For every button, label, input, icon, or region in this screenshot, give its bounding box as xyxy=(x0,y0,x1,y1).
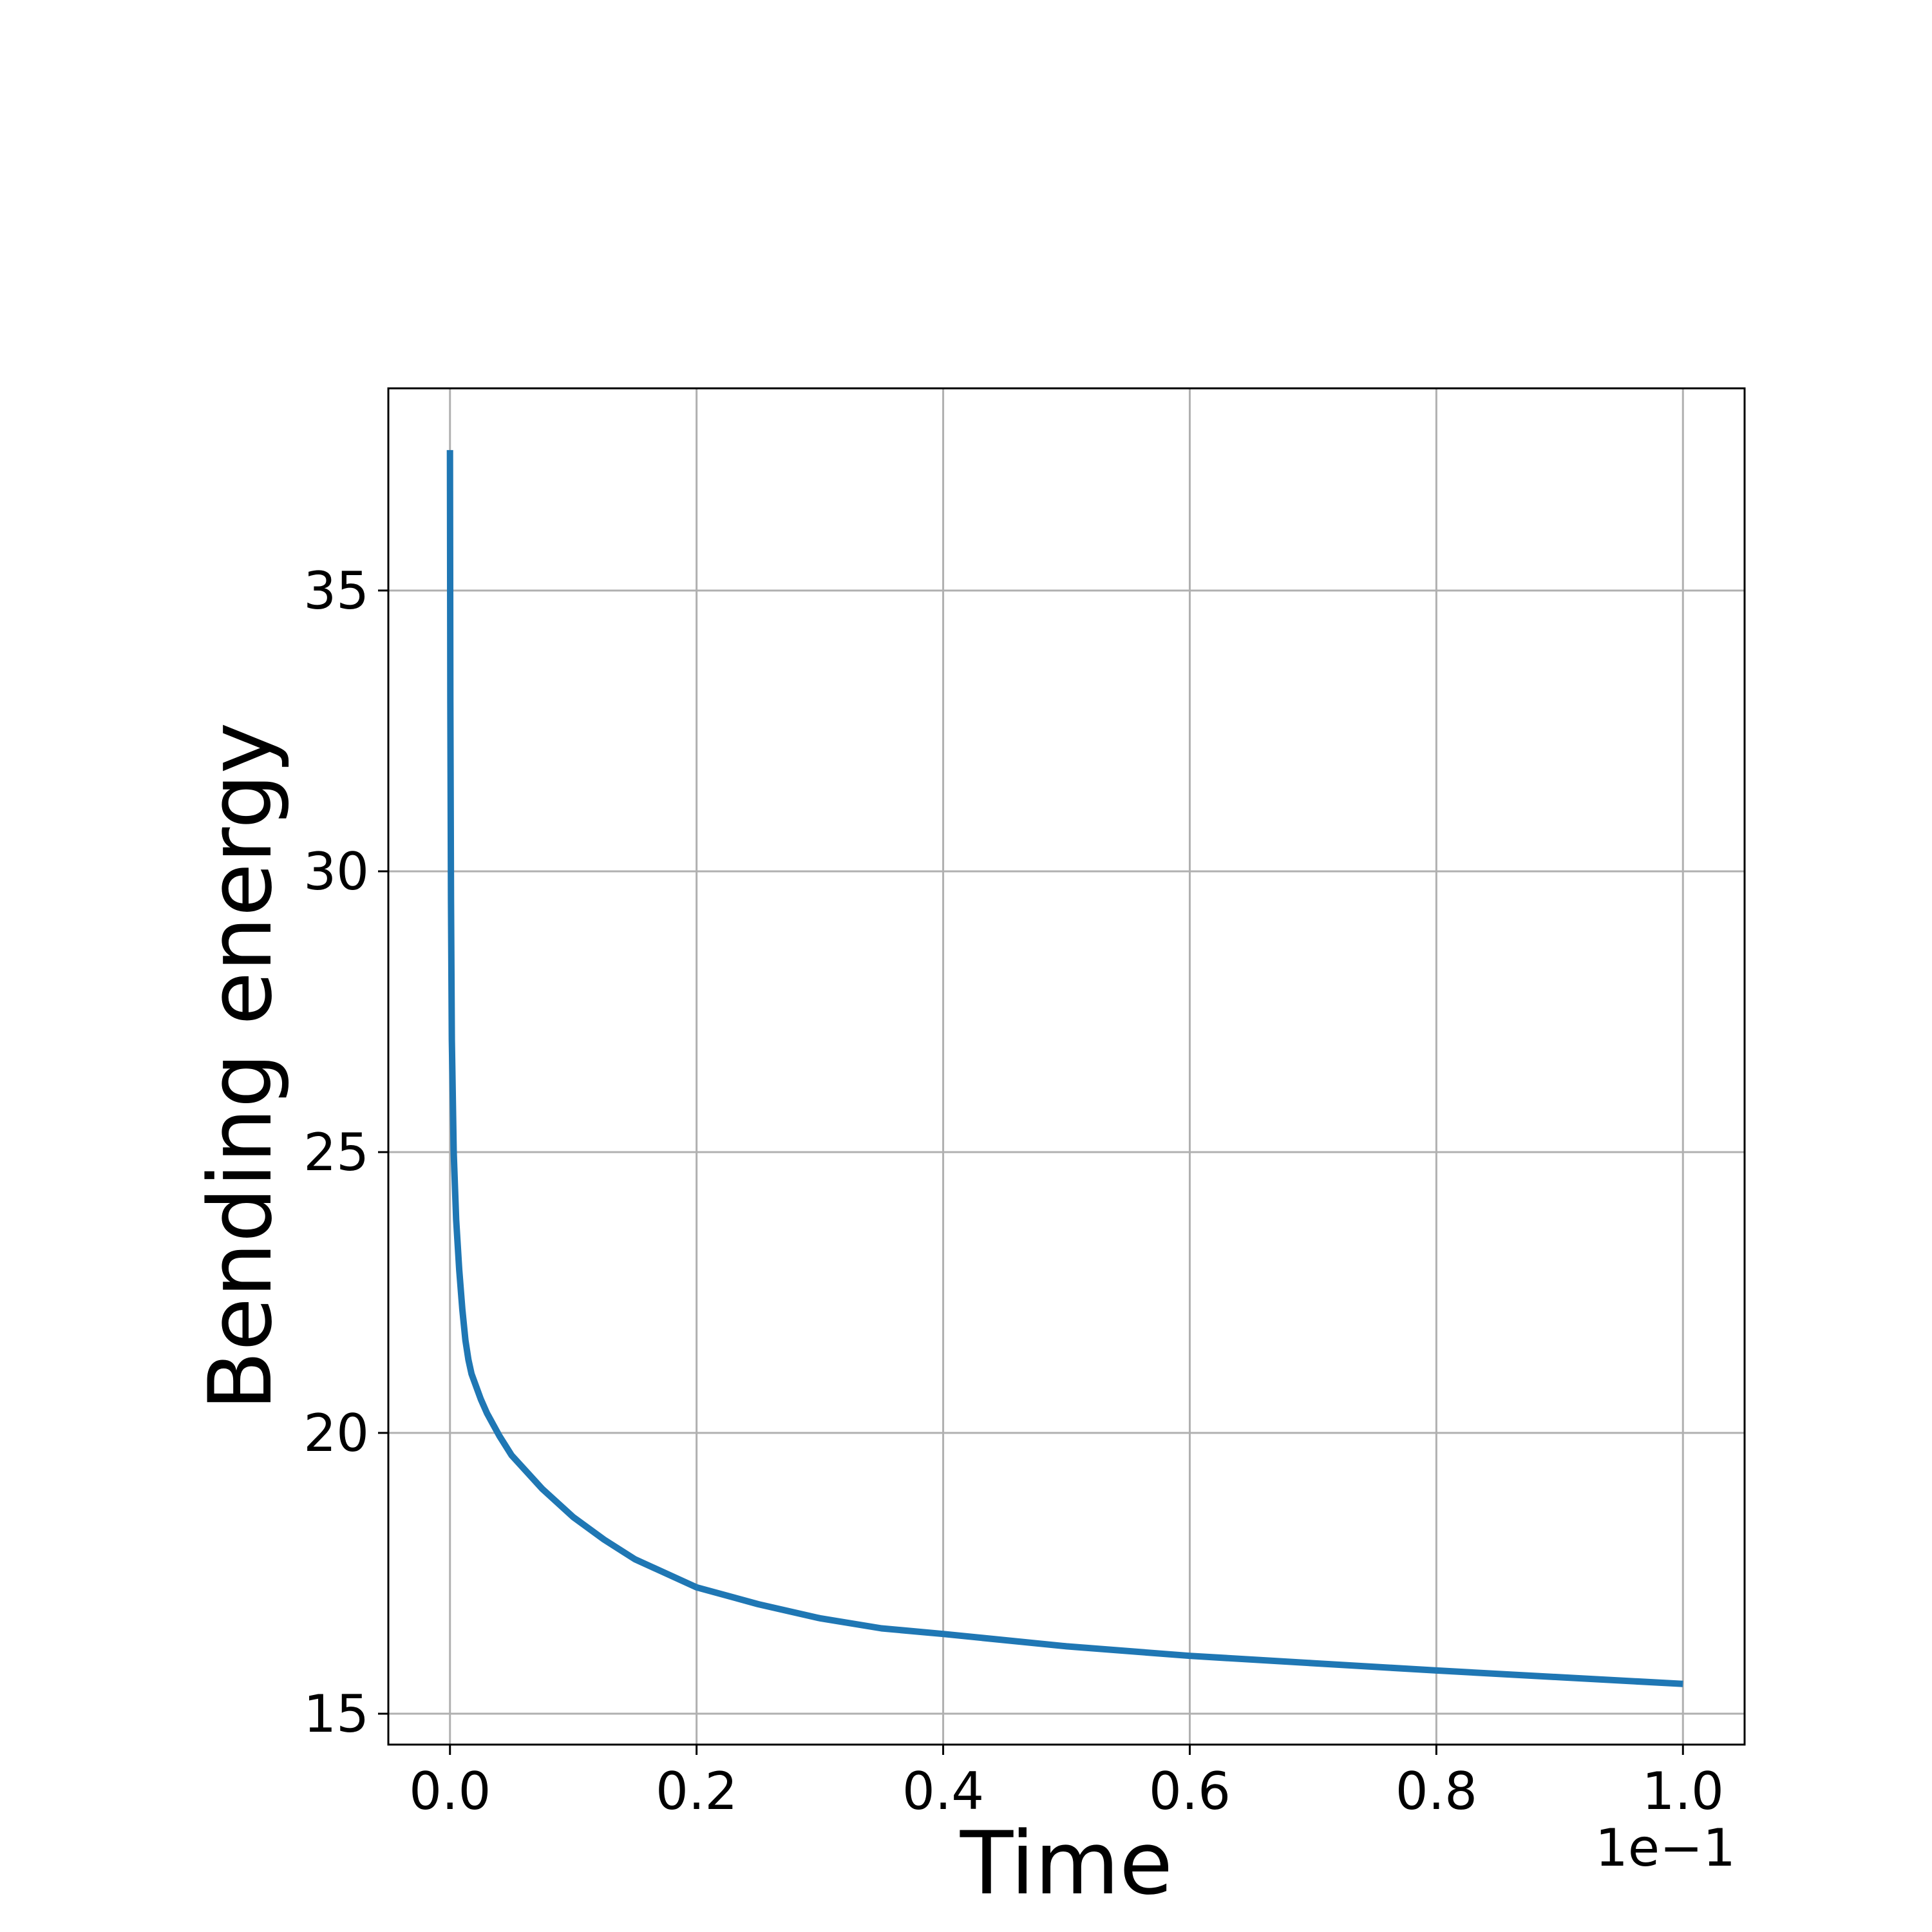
x-tick-label: 0.2 xyxy=(656,1761,737,1821)
series-layer xyxy=(446,450,1683,1687)
x-tick-label: 0.8 xyxy=(1396,1761,1477,1821)
y-tick-label: 15 xyxy=(303,1684,369,1744)
plot-frame xyxy=(387,387,1746,1746)
bending-energy-line xyxy=(446,450,1683,1687)
x-tick-label: 0.4 xyxy=(902,1761,984,1821)
y-axis-label: Bending energy xyxy=(190,723,291,1411)
y-tick-label: 30 xyxy=(303,842,369,902)
x-axis-offset-label: 1e−1 xyxy=(1595,1818,1736,1878)
y-tick-label: 20 xyxy=(303,1403,369,1463)
ticks: 0.0 0.2 0.4 0.6 0.8 1.0 15 20 25 30 35 xyxy=(303,561,1724,1821)
x-tick-label: 0.0 xyxy=(409,1761,491,1821)
x-tick-label: 0.6 xyxy=(1149,1761,1231,1821)
y-tick-label: 35 xyxy=(303,561,369,621)
y-tick-label: 25 xyxy=(303,1122,369,1182)
x-tick-label: 1.0 xyxy=(1642,1761,1724,1821)
x-axis-label: Time xyxy=(960,1813,1173,1914)
grid xyxy=(388,388,1745,1745)
